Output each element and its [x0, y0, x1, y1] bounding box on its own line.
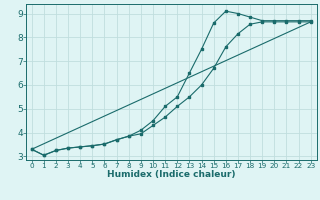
X-axis label: Humidex (Indice chaleur): Humidex (Indice chaleur) [107, 170, 236, 179]
